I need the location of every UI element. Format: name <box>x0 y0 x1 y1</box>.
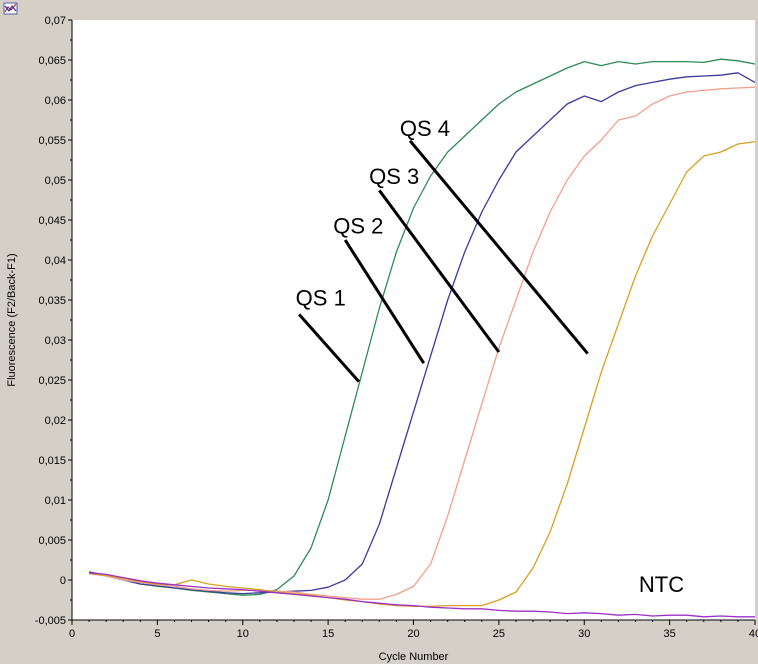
series-line-5 <box>89 572 755 618</box>
series-line-2 <box>88 72 756 595</box>
y-tick-label: 0,045 <box>38 215 66 227</box>
y-tick-label: 0,06 <box>45 95 66 107</box>
y-tick-label: 0,03 <box>45 335 66 347</box>
x-tick-label: 15 <box>322 628 334 640</box>
x-tick-label: 10 <box>237 628 249 640</box>
x-tick-label: 5 <box>154 628 160 640</box>
callout-line <box>408 139 589 355</box>
callout-label: QS 3 <box>369 164 419 189</box>
callout-line <box>297 313 360 383</box>
y-tick-label: 0,005 <box>38 535 66 547</box>
callout-label: NTC <box>639 572 684 597</box>
x-axis-label: Cycle Number <box>379 651 449 663</box>
y-tick-label: -0,005 <box>35 615 66 627</box>
x-tick-label: 35 <box>664 628 676 640</box>
series-line-3 <box>89 86 756 600</box>
y-tick-label: 0,035 <box>38 295 66 307</box>
icon-trace-blue <box>4 4 17 13</box>
y-tick-label: 0,055 <box>38 135 66 147</box>
y-tick-label: 0,04 <box>45 255 66 267</box>
callout-line <box>343 239 426 365</box>
chart-type-icon[interactable] <box>3 2 18 15</box>
callout-label: QS 2 <box>333 214 383 239</box>
x-tick-label: 40 <box>749 628 758 640</box>
y-axis-label: Fluorescence (F2/Back-F1) <box>6 253 18 386</box>
callout-label: QS 1 <box>296 286 346 311</box>
y-tick-label: 0,015 <box>38 455 66 467</box>
callout-label: QS 4 <box>400 116 450 141</box>
x-tick-label: 20 <box>407 628 419 640</box>
x-tick-label: 25 <box>493 628 505 640</box>
y-tick-label: 0,07 <box>45 15 66 27</box>
y-tick-label: 0,065 <box>38 55 66 67</box>
y-tick-label: 0,025 <box>38 375 66 387</box>
series-line-1 <box>88 58 756 596</box>
callout-line <box>378 189 501 353</box>
x-tick-label: 30 <box>578 628 590 640</box>
y-tick-label: 0,01 <box>45 495 66 507</box>
x-tick-label: 0 <box>69 628 75 640</box>
plot-area <box>72 20 755 620</box>
y-tick-label: 0 <box>60 575 66 587</box>
y-tick-label: 0,05 <box>45 175 66 187</box>
y-tick-label: 0,02 <box>45 415 66 427</box>
